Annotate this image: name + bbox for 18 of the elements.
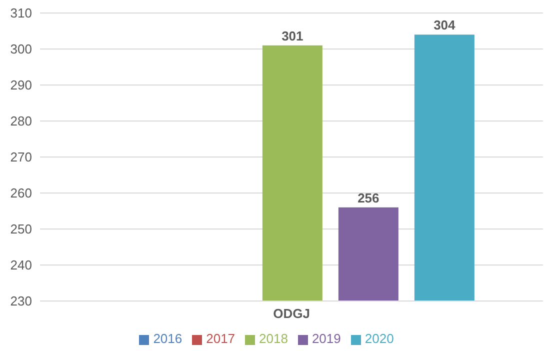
data-label: 304	[434, 18, 456, 33]
legend-label: 2018	[259, 331, 288, 346]
y-tick-label: 230	[10, 294, 32, 309]
data-label: 256	[358, 190, 380, 206]
y-tick-label: 250	[10, 222, 32, 237]
y-tick-label: 270	[10, 150, 32, 165]
legend-label: 2020	[364, 331, 394, 346]
y-tick-label: 310	[10, 6, 32, 21]
y-tick-label: 260	[10, 186, 32, 201]
x-tick-label: ODGJ	[273, 306, 310, 322]
y-tick-label: 280	[10, 114, 32, 129]
y-tick-label: 240	[10, 258, 32, 273]
data-label: 301	[282, 28, 304, 44]
legend-label: 2019	[312, 331, 341, 346]
y-tick-label: 290	[10, 78, 32, 93]
legend-label: 2016	[153, 331, 182, 346]
legend-label: 2017	[206, 331, 236, 346]
y-tick-label: 300	[10, 42, 32, 57]
